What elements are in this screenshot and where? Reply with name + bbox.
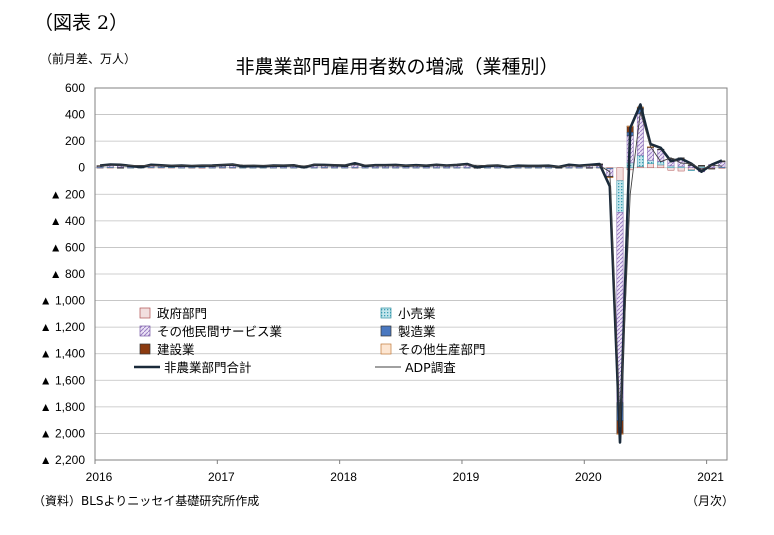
x-axis-ticks: 2016 2017 2018 2019 2020 2021: [86, 460, 724, 484]
total-line: [99, 103, 723, 444]
bar-segment: [647, 160, 654, 164]
legend-swatch: [380, 325, 392, 337]
bar-segment: [636, 155, 644, 167]
bar-segment: [667, 167, 675, 171]
bar-segment: [698, 165, 705, 167]
bar-segment: [616, 167, 624, 181]
y-tick-label: 400: [65, 108, 85, 122]
plot-area-border: [94, 87, 728, 461]
chart-title: 非農業部門雇用者数の増減（業種別）: [235, 56, 559, 78]
bar-series: [96, 106, 726, 435]
y-tick-label: ▲ 1,600: [40, 373, 86, 387]
legend-swatch: [139, 343, 151, 355]
y-tick-label: 0: [78, 161, 85, 175]
legend-swatch: [380, 343, 392, 355]
source-note: （資料）BLSよりニッセイ基礎研究所作成: [33, 494, 260, 508]
legend-swatch: [139, 307, 151, 319]
y-tick-label: ▲ 2,200: [40, 453, 86, 467]
legend-swatch: [139, 325, 151, 337]
y-tick-label: ▲ 1,800: [40, 400, 86, 414]
bar-segment: [687, 169, 695, 171]
legend-label: 製造業: [398, 324, 436, 339]
legend-swatch: [380, 307, 392, 319]
bar-segment: [687, 167, 695, 171]
x-tick-label: 2019: [453, 470, 480, 484]
x-tick-label: 2016: [86, 470, 113, 484]
x-tick-label: 2017: [208, 470, 235, 484]
y-axis-ticks: 600 400 200 0 ▲ 200 ▲ 400 ▲ 600 ▲ 800 ▲ 1,000 ▲ 1…: [40, 81, 86, 467]
x-tick-label: 2021: [697, 470, 724, 484]
legend-label: 建設業: [157, 342, 195, 357]
bar-segment: [657, 164, 665, 168]
y-tick-label: 600: [65, 81, 85, 95]
legend-label: 小売業: [398, 306, 436, 321]
bar-segment: [117, 167, 124, 169]
y-tick-label: ▲ 2,000: [40, 426, 86, 440]
legend-label: その他民間サービス業: [157, 324, 283, 339]
y-tick-label: ▲ 800: [50, 267, 86, 281]
legend-label: 政府部門: [157, 306, 207, 321]
legend-label: ADP調査: [405, 360, 456, 375]
y-tick-label: ▲ 600: [50, 240, 86, 254]
y-tick-label: ▲ 200: [50, 187, 86, 201]
y-tick-label: ▲ 1,000: [40, 294, 86, 308]
bar-segment: [585, 167, 593, 169]
line-series: [99, 103, 723, 444]
bar-segment: [677, 167, 685, 172]
y-tick-label: 200: [65, 134, 85, 148]
bar-segment: [667, 165, 675, 168]
bar-segment: [616, 180, 624, 213]
x-tick-label: 2020: [575, 470, 602, 484]
x-tick-label: 2018: [330, 470, 357, 484]
legend-label: その他生産部門: [398, 342, 486, 357]
y-tick-label: ▲ 400: [50, 214, 86, 228]
y-tick-label: ▲ 1,200: [40, 320, 86, 334]
x-axis-unit-label: （月次）: [686, 494, 735, 508]
legend-label: 非農業部門合計: [164, 360, 252, 375]
bar-segment: [647, 163, 654, 168]
bar-segment: [708, 168, 716, 170]
adp-line: [100, 111, 722, 428]
y-axis-unit-label: （前月差、万人）: [40, 52, 137, 66]
figure-label: （図表 2）: [34, 12, 129, 34]
y-tick-label: ▲ 1,400: [40, 347, 86, 361]
